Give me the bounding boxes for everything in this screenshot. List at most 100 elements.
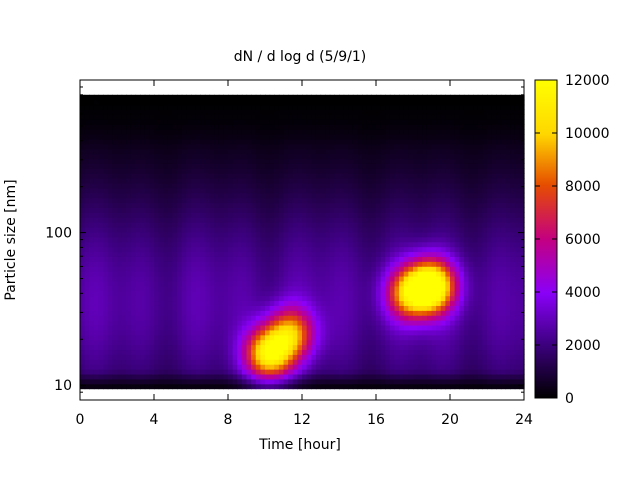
- heatmap-cell: [422, 373, 428, 380]
- heatmap-cell: [426, 114, 433, 120]
- heatmap-cell: [89, 197, 95, 204]
- heatmap-cell: [431, 329, 437, 336]
- heatmap-cell: [126, 373, 132, 380]
- heatmap-cell: [84, 280, 90, 287]
- heatmap-cell: [399, 99, 405, 106]
- heatmap-cell: [93, 349, 100, 355]
- heatmap-cell: [394, 261, 400, 267]
- heatmap-cell: [394, 275, 400, 282]
- heatmap-cell: [163, 173, 169, 179]
- heatmap-cell: [89, 153, 95, 160]
- heatmap-cell: [389, 378, 396, 385]
- heatmap-cell: [167, 158, 174, 164]
- heatmap-cell: [167, 320, 174, 326]
- heatmap-cell: [181, 99, 187, 106]
- heatmap-cell: [121, 275, 127, 282]
- heatmap-cell: [440, 202, 446, 209]
- heatmap-cell: [362, 280, 368, 287]
- heatmap-cell: [394, 300, 400, 306]
- heatmap-cell: [394, 315, 400, 321]
- heatmap-cell: [320, 173, 326, 179]
- heatmap-cell: [103, 119, 109, 125]
- heatmap-cell: [260, 197, 266, 204]
- heatmap-cell: [389, 334, 396, 341]
- heatmap-cell: [191, 305, 197, 311]
- heatmap-cell: [339, 163, 345, 169]
- heatmap-cell: [413, 324, 419, 331]
- heatmap-cell: [177, 138, 183, 145]
- heatmap-cell: [366, 266, 372, 272]
- heatmap-cell: [154, 99, 160, 106]
- heatmap-cell: [399, 124, 405, 130]
- heatmap-cell: [149, 173, 155, 179]
- heatmap-cell: [422, 329, 428, 336]
- heatmap-cell: [154, 300, 160, 306]
- heatmap-cell: [325, 300, 331, 306]
- heatmap-cell: [218, 114, 224, 120]
- heatmap-cell: [228, 324, 234, 331]
- heatmap-cell: [158, 129, 164, 135]
- heatmap-cell: [413, 334, 419, 341]
- heatmap-cell: [315, 334, 322, 341]
- heatmap-cell: [302, 329, 308, 336]
- heatmap-cell: [339, 124, 345, 130]
- heatmap-cell: [223, 187, 229, 194]
- heatmap-cell: [343, 261, 349, 267]
- heatmap-cell: [186, 334, 192, 341]
- heatmap-cell: [255, 163, 261, 169]
- heatmap-cell: [177, 124, 183, 130]
- heatmap-cell: [417, 349, 423, 355]
- heatmap-cell: [135, 315, 141, 321]
- heatmap-cell: [195, 124, 201, 130]
- heatmap-cell: [177, 187, 183, 194]
- heatmap-cell: [228, 187, 234, 194]
- heatmap-cell: [255, 344, 261, 351]
- heatmap-cell: [325, 271, 331, 277]
- heatmap-cell: [260, 173, 266, 179]
- heatmap-cell: [80, 246, 86, 253]
- heatmap-cell: [84, 246, 90, 253]
- heatmap-cell: [204, 344, 211, 351]
- heatmap-cell: [260, 280, 266, 287]
- heatmap-cell: [283, 373, 289, 380]
- heatmap-cell: [117, 324, 123, 331]
- heatmap-cell: [172, 222, 178, 228]
- heatmap-cell: [260, 109, 266, 115]
- heatmap-cell: [223, 153, 229, 160]
- heatmap-cell: [172, 192, 178, 199]
- heatmap-cell: [362, 251, 368, 257]
- heatmap-cell: [408, 266, 414, 272]
- heatmap-cell: [246, 202, 252, 209]
- heatmap-cell: [283, 119, 289, 125]
- heatmap-cell: [371, 231, 377, 238]
- heatmap-cell: [154, 364, 160, 370]
- heatmap-cell: [302, 295, 308, 302]
- heatmap-cell: [459, 104, 465, 111]
- heatmap-cell: [306, 261, 312, 267]
- heatmap-cell: [297, 241, 303, 248]
- heatmap-cell: [366, 310, 372, 316]
- heatmap-cell: [228, 163, 234, 169]
- heatmap-cell: [320, 182, 326, 189]
- heatmap-cell: [135, 329, 141, 336]
- heatmap-cell: [209, 217, 215, 223]
- heatmap-cell: [385, 129, 391, 135]
- heatmap-cell: [103, 138, 109, 145]
- heatmap-cell: [343, 334, 349, 341]
- heatmap-cell: [366, 227, 372, 233]
- heatmap-cell: [339, 324, 345, 331]
- heatmap-cell: [297, 178, 303, 184]
- heatmap-cell: [371, 236, 377, 243]
- heatmap-cell: [376, 158, 382, 164]
- heatmap-cell: [228, 114, 234, 120]
- heatmap-cell: [167, 285, 174, 292]
- heatmap-cell: [186, 271, 192, 277]
- heatmap-cell: [172, 320, 178, 326]
- heatmap-cell: [352, 129, 359, 135]
- heatmap-cell: [144, 271, 150, 277]
- heatmap-cell: [329, 310, 335, 316]
- heatmap-cell: [459, 202, 465, 209]
- heatmap-cell: [163, 109, 169, 115]
- heatmap-cell: [269, 94, 275, 101]
- heatmap-cell: [362, 359, 368, 365]
